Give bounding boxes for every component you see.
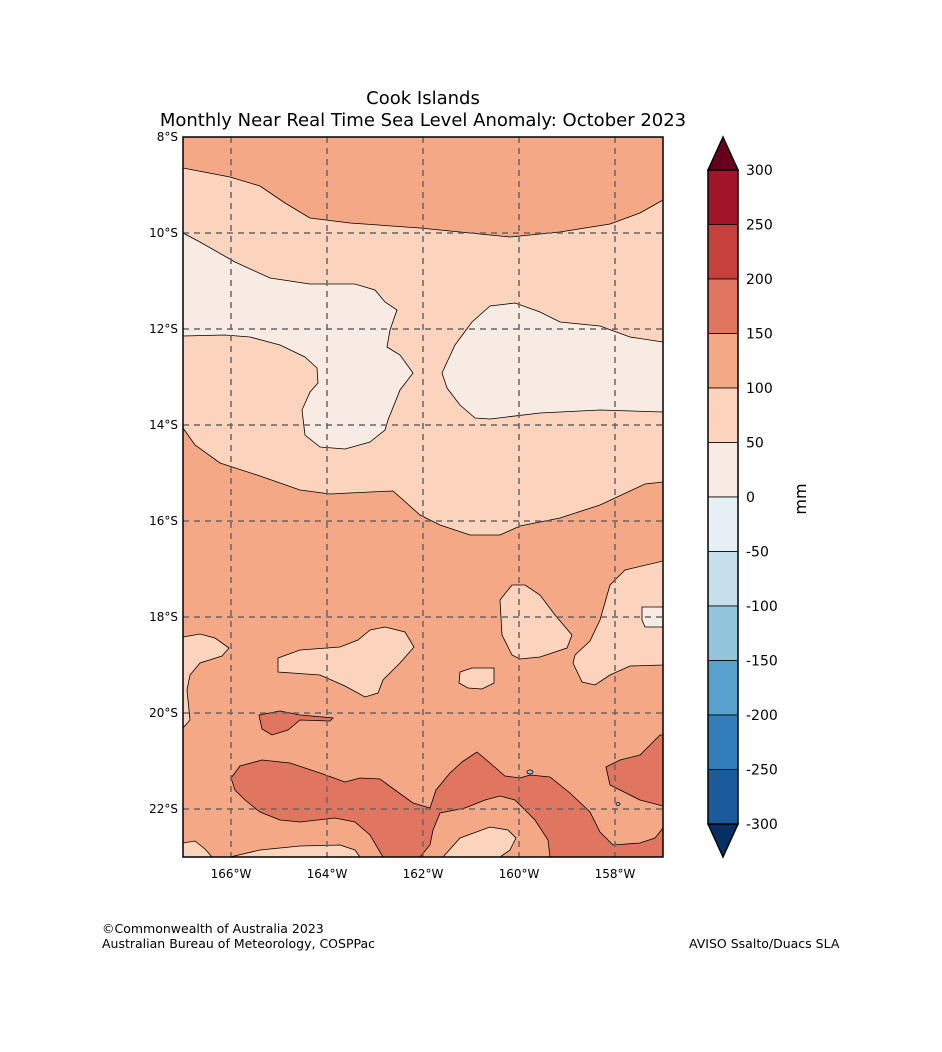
contour-50-100-patch (458, 667, 495, 690)
contour-50-100-patch (183, 840, 213, 857)
colorbar-label: -200 (746, 708, 778, 724)
colorbar-segment (707, 278, 739, 334)
colorbar-label: 100 (746, 381, 773, 397)
colorbar-label: 150 (746, 327, 773, 343)
lat-tick-label: 14°S (149, 418, 178, 432)
lon-tick-label: 160°W (499, 867, 540, 881)
colorbar-label: 250 (746, 218, 773, 234)
lon-tick-label: 158°W (595, 867, 636, 881)
colorbar-label: -300 (746, 817, 778, 833)
colorbar-segment (707, 496, 739, 552)
colorbar-segment (707, 660, 739, 716)
colorbar-segment (707, 442, 739, 498)
map-frame (182, 136, 664, 858)
colorbar-segment (707, 605, 739, 661)
lat-tick-label: 22°S (149, 802, 178, 816)
colorbar-over-triangle (706, 135, 740, 171)
colorbar-unit-label: mm (791, 483, 810, 514)
lat-tick-label: 8°S (157, 130, 178, 144)
colorbar-segment (707, 224, 739, 280)
contour-150-200-south (230, 751, 663, 857)
colorbar-label: 300 (746, 163, 773, 179)
colorbar-label: -250 (746, 763, 778, 779)
organization-text: Australian Bureau of Meteorology, COSPPa… (102, 936, 375, 951)
contour-0-50-patch (641, 606, 663, 628)
lat-tick-label: 16°S (149, 514, 178, 528)
colorbar-frame (707, 169, 739, 825)
contour-50-100-patch (183, 633, 230, 729)
contour-150-200-east (605, 734, 663, 807)
lon-tick-label: 166°W (211, 867, 252, 881)
colorbar-segment (707, 551, 739, 607)
contour-50-100-patch (277, 626, 415, 698)
colorbar-label: -100 (746, 599, 778, 615)
lat-tick-label: 12°S (149, 322, 178, 336)
colorbar-label: 0 (746, 490, 755, 506)
colorbar-label: -50 (746, 545, 769, 561)
colorbar-segment (707, 714, 739, 770)
contour-50-100-patch (499, 584, 573, 660)
contour-50-100-patch (442, 826, 517, 857)
map-title: Cook Islands (366, 88, 480, 109)
lat-tick-label: 10°S (149, 226, 178, 240)
lat-tick-label: 20°S (149, 706, 178, 720)
colorbar-segment (707, 333, 739, 389)
copyright-text: ©Commonwealth of Australia 2023 (102, 921, 324, 936)
map-subtitle: Monthly Near Real Time Sea Level Anomaly… (159, 110, 687, 131)
contour-150-200-patch (258, 710, 334, 736)
contour-0-50-east (441, 302, 663, 420)
colorbar-segment (707, 769, 739, 825)
colorbar-segment (707, 387, 739, 443)
lat-tick-label: 18°S (149, 610, 178, 624)
island (615, 802, 621, 806)
colorbar-segment (707, 169, 739, 225)
contour-50-100-patch (572, 560, 663, 686)
lon-tick-label: 164°W (307, 867, 348, 881)
data-source-text: AVISO Ssalto/Duacs SLA (689, 936, 840, 951)
lon-tick-label: 162°W (403, 867, 444, 881)
colorbar-under-triangle (706, 823, 740, 859)
island (526, 769, 534, 775)
colorbar-label: 200 (746, 272, 773, 288)
colorbar-label: 50 (746, 436, 764, 452)
colorbar-label: -150 (746, 654, 778, 670)
